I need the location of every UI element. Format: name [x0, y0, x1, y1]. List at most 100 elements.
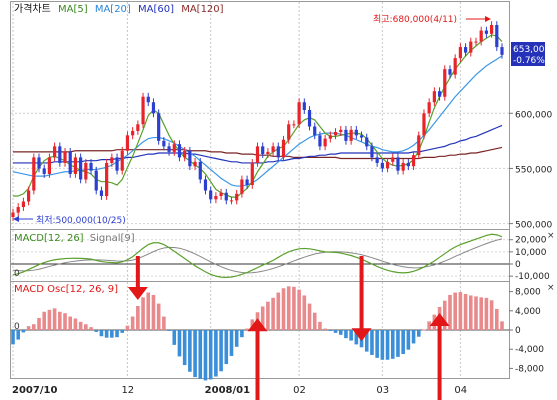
osc-bar: [193, 330, 197, 378]
osc-bar: [354, 330, 359, 345]
osc-bar: [266, 301, 270, 330]
osc-bar: [219, 330, 223, 372]
osc-bar: [94, 330, 99, 332]
osc-bar: [78, 321, 83, 330]
macd-signal-label: Signal[9]: [90, 233, 135, 244]
osc-bar: [474, 296, 478, 330]
high-annotation-arrowhead: [485, 16, 491, 22]
osc-bar: [422, 329, 426, 331]
osc-bar: [370, 330, 374, 355]
candle-body: [245, 179, 249, 185]
candle-body: [458, 47, 462, 59]
osc-bar: [307, 303, 312, 330]
osc-bar: [396, 330, 400, 357]
candle-body: [359, 135, 364, 138]
osc-bar: [375, 330, 379, 358]
current-price-box: [511, 42, 545, 66]
candle-body: [115, 157, 119, 171]
osc-bar: [271, 297, 275, 330]
candle-body: [349, 129, 353, 141]
candle-body: [401, 162, 405, 171]
osc-bar: [411, 330, 416, 344]
candle-body: [79, 157, 83, 180]
candle-body: [110, 157, 114, 163]
candle-body: [203, 179, 208, 191]
candle-body: [406, 162, 410, 167]
macd-tick-label: 20,000: [515, 236, 547, 246]
candle-body: [240, 179, 244, 194]
osc-bar: [349, 330, 353, 341]
candle-body: [474, 41, 478, 43]
current-price-value: 653,000: [513, 45, 550, 55]
candle-body: [177, 144, 182, 158]
osc-bar: [479, 297, 483, 330]
osc-bar: [328, 330, 333, 331]
osc-bar: [37, 318, 41, 330]
osc-bar: [208, 330, 213, 380]
osc-bar: [500, 321, 504, 330]
candle-body: [172, 144, 176, 152]
candle-body: [162, 140, 166, 147]
candle-body: [287, 124, 291, 140]
arrow-up-head: [247, 318, 268, 332]
x-tick-label: 2007/10: [12, 385, 57, 396]
candle-body: [68, 151, 72, 174]
osc-bar: [484, 297, 489, 330]
high-annotation-label: 최고:680,000(4/11): [373, 14, 457, 25]
candle-body: [333, 132, 338, 136]
osc-bar: [58, 311, 62, 330]
low-annotation-label: 최저:500,000(10/25): [36, 215, 126, 226]
candle-body: [396, 157, 400, 171]
osc-bar: [458, 292, 463, 330]
candle-body: [427, 102, 431, 114]
osc-bar: [292, 286, 296, 330]
candle-body: [151, 102, 156, 114]
x-tick-label: 2008/01: [205, 385, 250, 396]
candle-body: [214, 196, 218, 200]
osc-bar: [203, 330, 208, 381]
candle-body: [229, 200, 234, 202]
osc-bar: [73, 318, 78, 330]
candle-body: [328, 135, 332, 139]
candle-body: [53, 146, 57, 158]
candle-body: [307, 109, 312, 127]
candle-body: [131, 130, 135, 136]
price-chart-title: 가격차트: [14, 2, 51, 15]
osc-bar: [364, 330, 369, 352]
osc-bar: [177, 330, 182, 357]
candle-body: [432, 91, 436, 103]
candle-body: [495, 25, 499, 48]
macd-tick-label: -10,000: [515, 272, 550, 282]
osc-bar: [172, 330, 177, 345]
osc-bar: [390, 330, 395, 359]
osc-bar: [245, 328, 249, 330]
candle-body: [448, 69, 452, 75]
osc-bar: [115, 330, 119, 338]
osc-bar: [214, 330, 218, 377]
osc-bar: [323, 328, 327, 330]
candle-body: [453, 58, 457, 75]
arrow-up-shaft: [437, 324, 442, 400]
osc-bar: [63, 313, 67, 330]
osc-bar: [250, 319, 255, 330]
candle-body: [94, 170, 98, 191]
candle-body: [354, 129, 358, 136]
macd-corner-mark: ×: [547, 231, 555, 241]
candle-body: [183, 150, 187, 158]
candle-body: [323, 138, 327, 147]
osc-bar: [110, 330, 114, 338]
candle-body: [500, 47, 504, 55]
candle-body: [188, 150, 192, 167]
candle-body: [375, 157, 379, 163]
osc-tick-label: -4,000: [515, 345, 544, 355]
candle-body: [255, 146, 260, 163]
x-tick-label: 04: [454, 385, 467, 396]
arrow-down-shaft: [359, 256, 364, 330]
price-tick-label: 550,000: [515, 165, 552, 175]
candle-body: [32, 157, 36, 191]
osc-tick-label: -8,000: [515, 364, 544, 374]
osc-bar: [224, 330, 229, 365]
osc-bar: [141, 297, 145, 330]
ma5-line: [13, 34, 503, 198]
legend-ma120: MA[120]: [181, 4, 223, 15]
